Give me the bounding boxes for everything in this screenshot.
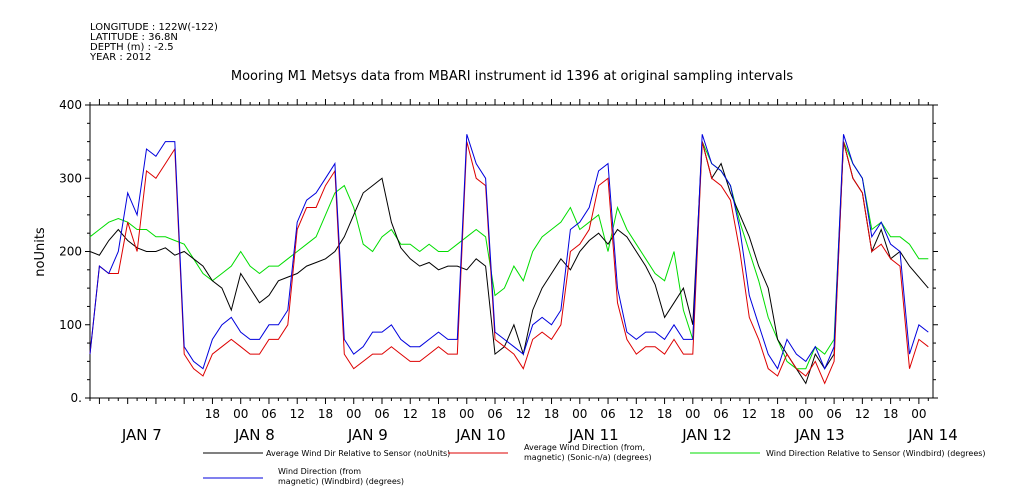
x-day-label: JAN 9 (347, 426, 388, 444)
x-tick-label: 06 (374, 407, 389, 421)
x-tick-label: 00 (911, 407, 926, 421)
legend-label-series-2-line-2: magnetic) (Sonic-n/a) (degrees) (524, 453, 652, 462)
legend-label-series-1: Average Wind Dir Relative to Sensor (noU… (266, 449, 450, 458)
series-line-2 (89, 141, 929, 385)
longitude-label: LONGITUDE : 122W(-122) (90, 22, 218, 33)
legend-label-series-2-line-1: Average Wind Direction (from, (524, 443, 645, 452)
x-tick-label: 18 (883, 407, 898, 421)
legend-label-series-4: Wind Direction (from magnetic) (Windbird… (278, 467, 404, 486)
x-day-label: JAN 14 (907, 426, 958, 444)
plot-frame (89, 104, 934, 399)
legend-label-series-2: Average Wind Direction (from, magnetic) … (524, 443, 652, 462)
x-tick-label: 12 (855, 407, 870, 421)
x-tick-label: 00 (459, 407, 474, 421)
legend: Average Wind Dir Relative to Sensor (noU… (203, 443, 986, 486)
x-tick-label: 12 (290, 407, 305, 421)
series-line-4 (89, 134, 929, 370)
year-label: YEAR : 2012 (89, 52, 151, 63)
x-tick-label: 06 (600, 407, 615, 421)
x-day-label: JAN 10 (455, 426, 506, 444)
x-tick-label: 18 (318, 407, 333, 421)
depth-label: DEPTH (m) : -2.5 (90, 42, 174, 53)
x-day-label: JAN 7 (121, 426, 162, 444)
x-tick-label: 18 (544, 407, 559, 421)
y-tick-label: 200 (59, 245, 82, 259)
chart-title: Mooring M1 Metsys data from MBARI instru… (231, 69, 793, 84)
x-tick-label: 12 (742, 407, 757, 421)
x-tick-label: 06 (713, 407, 728, 421)
x-tick-label: 18 (770, 407, 785, 421)
y-tick-label: 300 (59, 171, 82, 185)
legend-label-series-3: Wind Direction Relative to Sensor (Windb… (766, 449, 986, 458)
x-tick-label: 18 (657, 407, 672, 421)
x-tick-label: 00 (346, 407, 361, 421)
y-tick-label: 100 (59, 318, 82, 332)
series-layer (89, 134, 929, 385)
x-tick-label: 06 (261, 407, 276, 421)
y-tick-label: 400 (59, 98, 82, 112)
x-tick-label: 12 (403, 407, 418, 421)
x-tick-label: 12 (516, 407, 531, 421)
latitude-label: LATITUDE : 36.8N (90, 32, 178, 43)
x-day-label: JAN 11 (568, 426, 619, 444)
legend-label-series-4-line-2: magnetic) (Windbird) (degrees) (278, 477, 404, 486)
x-tick-label: 00 (572, 407, 587, 421)
x-tick-label: 00 (798, 407, 813, 421)
x-day-label: JAN 8 (234, 426, 275, 444)
x-day-label: JAN 12 (681, 426, 732, 444)
y-axis-label: noUnits (33, 227, 48, 277)
legend-label-series-4-line-1: Wind Direction (from (278, 467, 361, 476)
x-tick-label: 00 (685, 407, 700, 421)
x-day-label: JAN 13 (794, 426, 845, 444)
x-tick-label: 18 (205, 407, 220, 421)
series-line-3 (89, 141, 929, 370)
x-tick-label: 00 (233, 407, 248, 421)
series-line-1 (89, 141, 929, 385)
x-tick-label: 06 (487, 407, 502, 421)
y-tick-label: 0. (71, 391, 82, 405)
axis-layer: 0. 100 200 300 400 18 00 06 12 18 00 06 12 18 00 06 12 18… (59, 98, 958, 444)
x-tick-label: 06 (826, 407, 841, 421)
x-tick-label: 12 (629, 407, 644, 421)
x-tick-label: 18 (431, 407, 446, 421)
